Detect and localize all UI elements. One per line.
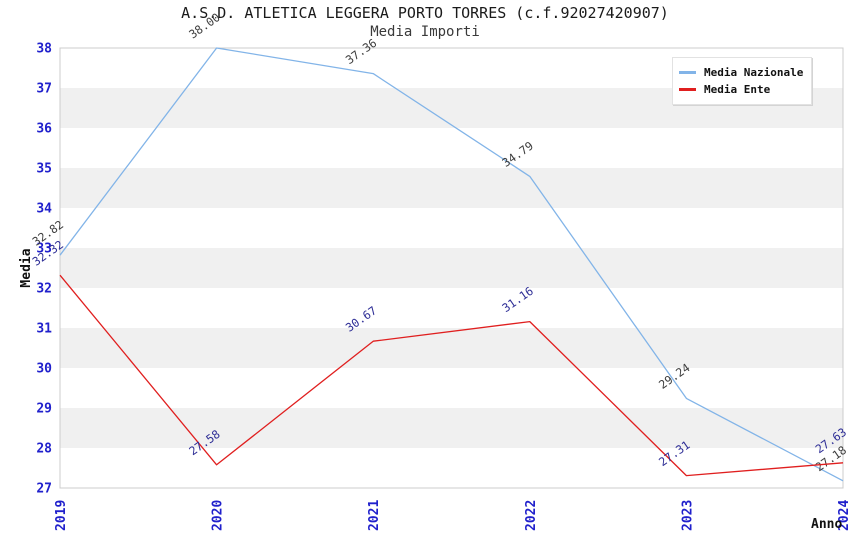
- grid-band: [60, 168, 843, 208]
- plot-border: [59, 47, 844, 489]
- grid-band: [60, 328, 843, 368]
- chart-title: A.S.D. ATLETICA LEGGERA PORTO TORRES (c.…: [181, 4, 669, 22]
- y-tick-label: 29: [36, 402, 52, 417]
- legend-item-media-nazionale: Media Nazionale: [679, 64, 811, 81]
- y-tick-label: 31: [36, 322, 52, 337]
- legend-label-ente: Media Ente: [704, 83, 771, 96]
- y-tick-label: 36: [36, 122, 52, 137]
- x-tick-label: 2022: [524, 500, 539, 531]
- y-axis-title: Media: [19, 248, 34, 287]
- legend-line-swatch-nazionale: [679, 71, 696, 74]
- y-tick-label: 28: [36, 442, 52, 457]
- grid-band: [60, 448, 843, 488]
- y-tick-label: 30: [36, 362, 52, 377]
- y-tick-label: 37: [36, 82, 52, 97]
- y-tick-label: 35: [36, 162, 52, 177]
- series-line-nazionale: [59, 47, 844, 482]
- y-tick-label: 33: [36, 242, 52, 257]
- grid-band: [60, 248, 843, 288]
- grid-band: [60, 408, 843, 448]
- grid-band: [60, 208, 843, 248]
- x-tick-label: 2019: [54, 500, 69, 531]
- grid-band: [60, 128, 843, 168]
- y-tick-label: 32: [36, 282, 52, 297]
- x-tick-label: 2021: [367, 500, 382, 531]
- legend-label-nazionale: Media Nazionale: [704, 66, 804, 79]
- series-line-ente: [59, 274, 844, 477]
- x-tick-label: 2024: [837, 500, 850, 531]
- chart-subtitle: Media Importi: [370, 24, 480, 40]
- grid-band: [60, 288, 843, 328]
- y-tick-label: 38: [36, 42, 52, 57]
- x-tick-label: 2020: [211, 500, 226, 531]
- chart-legend: Media Nazionale Media Ente: [672, 57, 812, 105]
- legend-item-media-ente: Media Ente: [679, 81, 811, 98]
- x-axis-title: Anno: [811, 517, 842, 532]
- grid-band: [60, 368, 843, 408]
- y-tick-label: 34: [36, 202, 52, 217]
- x-tick-label: 2023: [680, 500, 695, 531]
- y-tick-label: 27: [36, 482, 52, 497]
- legend-line-swatch-ente: [679, 88, 696, 91]
- point-label: 38.00: [186, 10, 222, 41]
